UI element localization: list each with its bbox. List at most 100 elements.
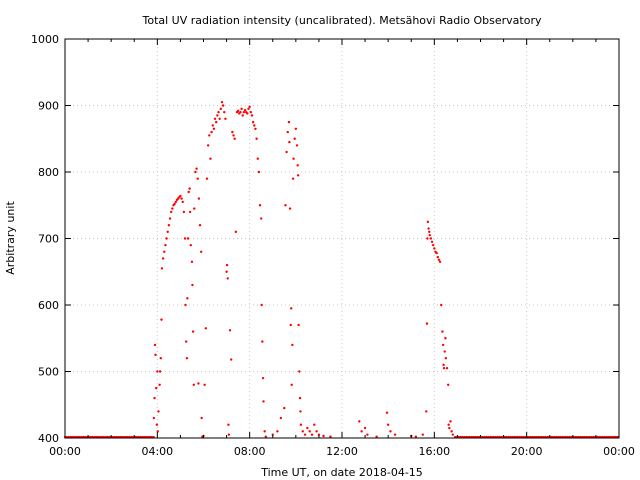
data-point [203,383,206,386]
data-point [205,177,209,180]
data-point [185,357,189,360]
data-point [363,426,367,430]
data-point [216,114,219,117]
data-point [160,318,163,321]
data-point [258,204,262,207]
data-point [218,117,221,121]
data-point [171,207,174,210]
data-point [442,363,445,367]
data-point [288,140,291,144]
data-point [184,303,187,307]
data-point [197,382,200,385]
data-point [236,109,240,113]
data-point [186,297,189,300]
data-point [157,410,160,413]
data-point [253,124,256,127]
data-point [191,283,194,287]
data-point [442,366,446,370]
data-point [298,396,302,400]
data-point [260,303,263,307]
data-point [206,144,210,147]
data-point [247,107,250,111]
data-point [241,114,244,117]
data-point [182,210,186,214]
data-point [429,237,433,240]
data-point [262,400,265,403]
data-point [425,410,428,413]
data-point [152,416,156,420]
data-point [189,243,193,247]
data-point [287,120,291,124]
data-point [227,423,230,426]
x-axis-label: Time UT, on date 2018-04-15 [260,466,423,479]
data-point [156,430,159,433]
data-point [426,220,430,224]
data-point [249,110,253,114]
x-tick-label: 12:00 [326,445,358,458]
data-point [196,177,199,180]
data-point [427,227,430,230]
data-point [360,430,363,433]
data-point [188,187,191,190]
data-point [163,250,166,253]
data-point [188,210,192,214]
data-point [217,110,220,114]
data-point [179,194,182,198]
data-point [211,124,214,127]
data-point [166,230,169,234]
data-point [437,258,441,261]
data-point [448,426,451,430]
data-point [428,230,431,234]
data-point [438,260,442,263]
data-point [159,357,162,360]
data-point [230,358,233,361]
data-point [290,383,293,386]
data-point [441,343,445,347]
data-point [233,137,236,140]
data-point [220,100,224,104]
x-tick-label: 00:00 [603,445,635,458]
data-point [443,350,446,353]
data-point [310,433,314,436]
data-point [286,130,289,134]
data-point [313,423,316,426]
data-point [200,416,203,420]
data-point [431,243,435,247]
data-point [358,420,361,423]
data-point [430,240,434,244]
data-point [169,210,173,214]
data-point [164,243,167,247]
data-point [225,263,229,267]
data-point [221,104,225,107]
data-point [234,230,238,234]
data-point [181,200,184,204]
data-point [183,237,187,240]
data-point [329,435,332,438]
y-axis-label: Arbitrary unit [4,201,17,275]
data-point [366,433,369,436]
data-point [154,386,158,390]
data-point [214,120,218,124]
data-point [298,370,301,373]
data-point [276,430,279,433]
data-point [450,430,453,433]
data-point [284,204,287,207]
x-tick-label: 20:00 [511,445,543,458]
data-point [435,251,438,255]
data-point [261,376,265,380]
data-point [425,322,429,325]
data-point [288,207,292,210]
data-point [291,343,294,347]
axis-ticks: 00:00 04:00 08:00 12:00 16:00 20:00 00:0040050… [31,33,635,458]
data-point [389,430,392,433]
data-point [165,237,168,240]
data-point [250,114,254,117]
data-point [168,217,172,220]
data-point [228,329,232,332]
data-point [445,366,449,370]
data-point [158,383,161,386]
data-point [242,110,246,114]
data-point [187,190,190,194]
chart-title: Total UV radiation intensity (uncalibrat… [142,14,542,27]
